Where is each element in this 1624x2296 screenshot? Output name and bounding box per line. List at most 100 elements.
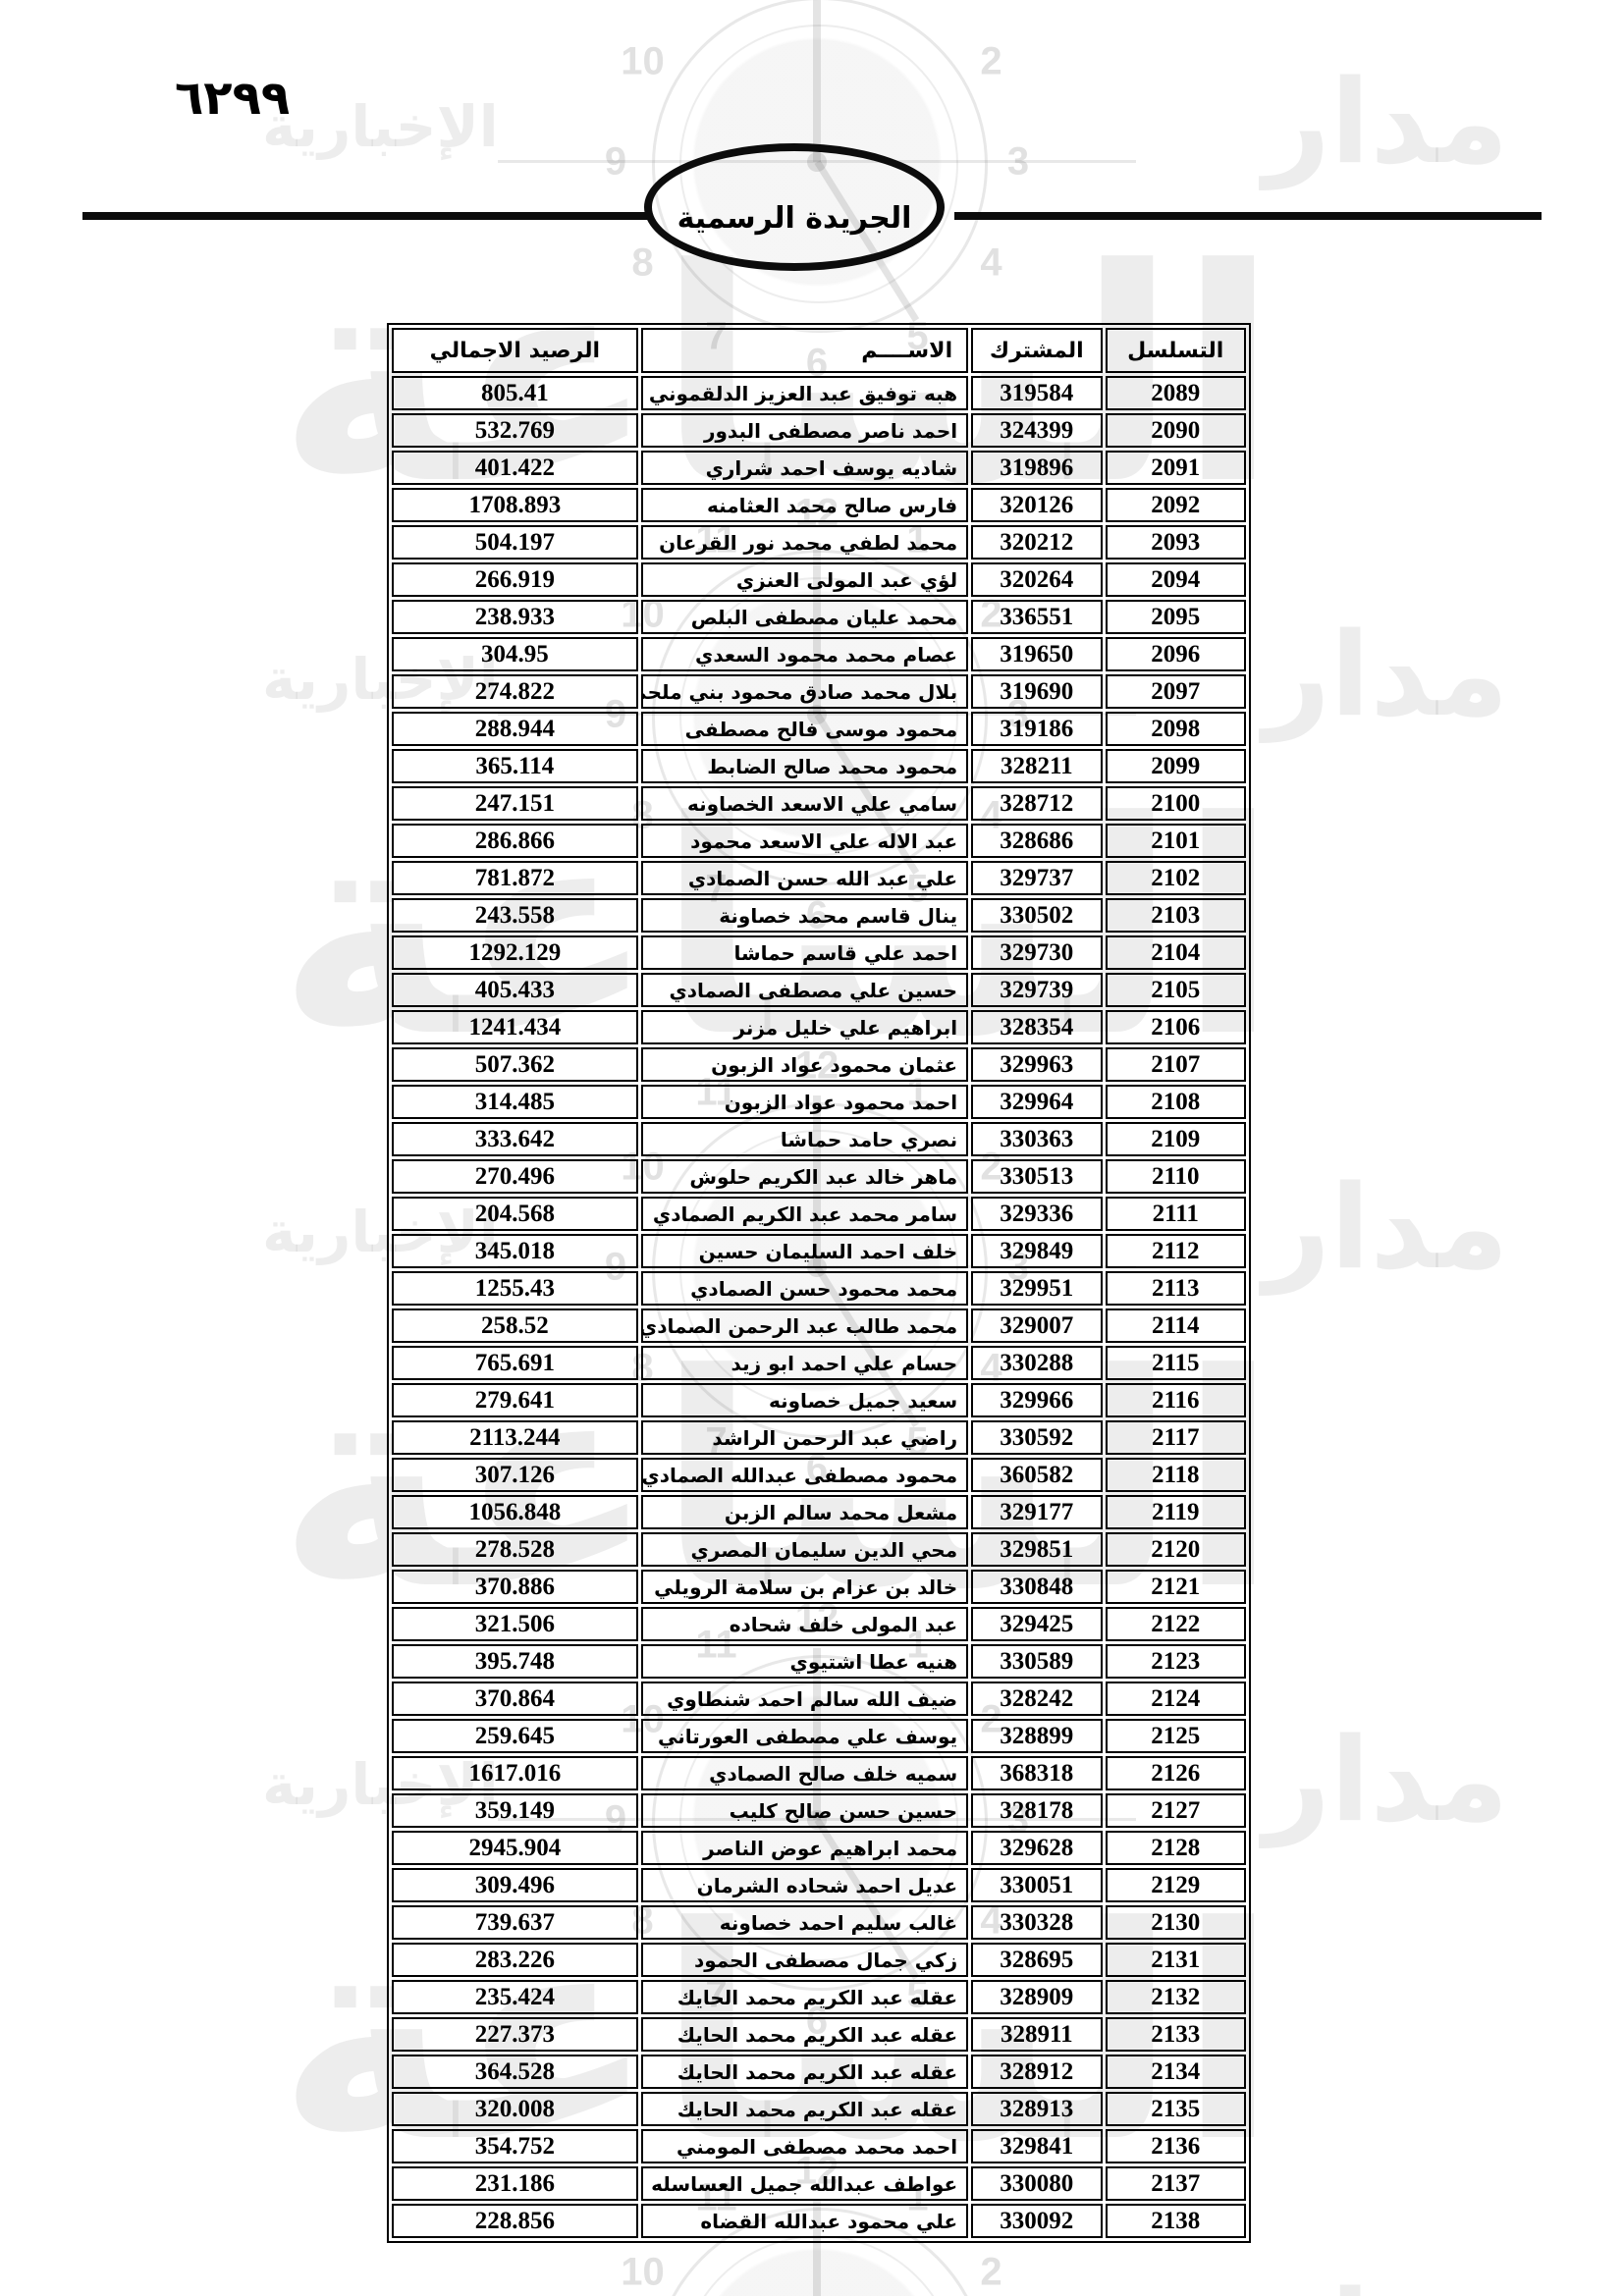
name-cell: عديل احمد شحاده الشرمان	[640, 1868, 969, 1902]
name-cell: هنيه عطا اشتيوي	[640, 1644, 969, 1679]
balance-cell: 258.52	[392, 1308, 638, 1343]
serial-cell: 2102	[1105, 861, 1246, 895]
table-row: 2125 328899 يوسف علي مصطفى العورتاني 259.64…	[392, 1719, 1246, 1753]
table-row: 2109 330363 نصري حامد حماشا 333.642	[392, 1122, 1246, 1156]
serial-cell: 2106	[1105, 1010, 1246, 1044]
serial-cell: 2107	[1105, 1047, 1246, 1082]
watermark-clock-number: 6	[805, 893, 829, 937]
name-cell: ينال قاسم محمد خصاونة	[640, 898, 969, 933]
watermark-clock-bezel-inner	[679, 1682, 958, 1961]
balance-cell: 231.186	[392, 2166, 638, 2201]
balance-cell: 739.637	[392, 1905, 638, 1940]
table-row: 2091 319896 شاديه يوسف احمد شراري 401.422	[392, 451, 1246, 485]
watermark-clock-bezel-inner	[679, 25, 958, 303]
serial-cell: 2110	[1105, 1159, 1246, 1194]
name-cell: عثمان محمود عواد الزبون	[640, 1047, 969, 1082]
watermark-clock-number: 5	[906, 314, 929, 358]
subscriber-cell: 329849	[971, 1234, 1103, 1268]
name-cell: نصري حامد حماشا	[640, 1122, 969, 1156]
serial-cell: 2134	[1105, 2055, 1246, 2089]
name-cell: احمد علي قاسم حماشا	[640, 935, 969, 970]
subscriber-cell: 329841	[971, 2129, 1103, 2163]
watermark-brand-madar: مدار	[1264, 1159, 1509, 1295]
subscriber-cell: 328913	[971, 2092, 1103, 2126]
balance-cell: 320.008	[392, 2092, 638, 2126]
balance-cell: 781.872	[392, 861, 638, 895]
watermark-clock-number: 2	[980, 592, 1002, 635]
balance-cell: 270.496	[392, 1159, 638, 1194]
name-cell: محمود محمد صالح الضابط	[640, 749, 969, 783]
balance-cell: 370.886	[392, 1570, 638, 1604]
serial-cell: 2138	[1105, 2204, 1246, 2238]
balance-cell: 247.151	[392, 786, 638, 821]
watermark-brand-akhbaria: الإخبارية	[262, 1751, 499, 1818]
balance-cell: 238.933	[392, 600, 638, 634]
balance-cell: 266.919	[392, 562, 638, 597]
subscriber-cell: 320212	[971, 525, 1103, 560]
watermark-clock-bezel	[652, 1102, 988, 1438]
name-cell: محمود موسى فالح مصطفى	[640, 712, 969, 746]
table-row: 2115 330288 حسام علي احمد ابو زيد 765.691	[392, 1346, 1246, 1380]
watermark-clock-number: 1	[906, 517, 929, 561]
table-row: 2100 328712 سامي علي الاسعد الخصاونه 247.15…	[392, 786, 1246, 821]
table-row: 2102 329737 علي عبد الله حسن الصمادي 781.87…	[392, 861, 1246, 895]
watermark-clock-number: 11	[695, 2175, 737, 2219]
subscriber-cell: 329964	[971, 1085, 1103, 1119]
balance-cell: 345.018	[392, 1234, 638, 1268]
watermark-clock-number: 3	[1006, 1797, 1030, 1842]
subscriber-cell: 329730	[971, 935, 1103, 970]
serial-cell: 2104	[1105, 935, 1246, 970]
subscriber-cell: 328712	[971, 786, 1103, 821]
name-cell: علي عبد الله حسن الصمادي	[640, 861, 969, 895]
serial-cell: 2125	[1105, 1719, 1246, 1753]
balance-cell: 1708.893	[392, 488, 638, 522]
name-cell: زكي جمال مصطفى الحمود	[640, 1943, 969, 1977]
column-header-serial: التسلسل	[1105, 328, 1246, 373]
balance-cell: 395.748	[392, 1644, 638, 1679]
name-cell: عقله عبد الكريم محمد الحايك	[640, 2055, 969, 2089]
serial-cell: 2099	[1105, 749, 1246, 783]
serial-cell: 2126	[1105, 1756, 1246, 1790]
serial-cell: 2128	[1105, 1831, 1246, 1865]
page-number: ٦٢٩٩	[175, 71, 291, 126]
watermark-clock-number: 12	[794, 491, 839, 535]
name-cell: احمد ناصر مصطفى البدور	[640, 413, 969, 448]
name-cell: فارس صالح محمد العثامنه	[640, 488, 969, 522]
subscriber-cell: 330080	[971, 2166, 1103, 2201]
table-row: 2107 329963 عثمان محمود عواد الزبون 507.362	[392, 1047, 1246, 1082]
table-row: 2108 329964 احمد محمود عواد الزبون 314.485	[392, 1085, 1246, 1119]
table-row: 2122 329425 عبد المولى خلف شحاده 321.506	[392, 1607, 1246, 1641]
name-cell: عقله عبد الكريم محمد الحايك	[640, 2092, 969, 2126]
balance-cell: 507.362	[392, 1047, 638, 1082]
serial-cell: 2109	[1105, 1122, 1246, 1156]
table-row: 2126 368318 سميه خلف صالح الصمادي 1617.016	[392, 1756, 1246, 1790]
watermark-brand-akhbaria: الإخبارية	[262, 1199, 499, 1265]
table-row: 2138 330092 علي محمود عبدالله القضاه 228.85…	[392, 2204, 1246, 2238]
balance-cell: 228.856	[392, 2204, 638, 2238]
watermark-clock-center-dot	[807, 1810, 827, 1830]
header-rule-left	[82, 212, 648, 220]
balance-cell: 401.422	[392, 451, 638, 485]
subscriber-cell: 329737	[971, 861, 1103, 895]
name-cell: مشعل محمد سالم الزبن	[640, 1495, 969, 1529]
subscriber-cell: 319690	[971, 674, 1103, 709]
watermark-clock-number: 2	[980, 39, 1002, 82]
subscriber-cell: 328354	[971, 1010, 1103, 1044]
name-cell: عبد المولى خلف شحاده	[640, 1607, 969, 1641]
watermark-clock-number: 4	[980, 1898, 1002, 1942]
table-row: 2133 328911 عقله عبد الكريم محمد الحايك 227…	[392, 2017, 1246, 2052]
watermark-clock-number: 7	[705, 1972, 728, 2016]
subscriber-cell: 328211	[971, 749, 1103, 783]
balance-cell: 504.197	[392, 525, 638, 560]
table-row: 2121 330848 خالد بن عزام بن سلامة الرويلي 3…	[392, 1570, 1246, 1604]
balance-cell: 307.126	[392, 1458, 638, 1492]
name-cell: محمد لطفي محمد نور القرعان	[640, 525, 969, 560]
name-cell: محمد عليان مصطفى البلص	[640, 600, 969, 634]
subscriber-cell: 329739	[971, 973, 1103, 1007]
serial-cell: 2123	[1105, 1644, 1246, 1679]
name-cell: راضي عبد الرحمن الراشد	[640, 1420, 969, 1455]
table-row: 2101 328686 عبد الاله علي الاسعد محمود 286.…	[392, 824, 1246, 858]
serial-cell: 2121	[1105, 1570, 1246, 1604]
watermark-clock-hand	[813, 1648, 821, 1820]
subscriber-cell: 330092	[971, 2204, 1103, 2238]
